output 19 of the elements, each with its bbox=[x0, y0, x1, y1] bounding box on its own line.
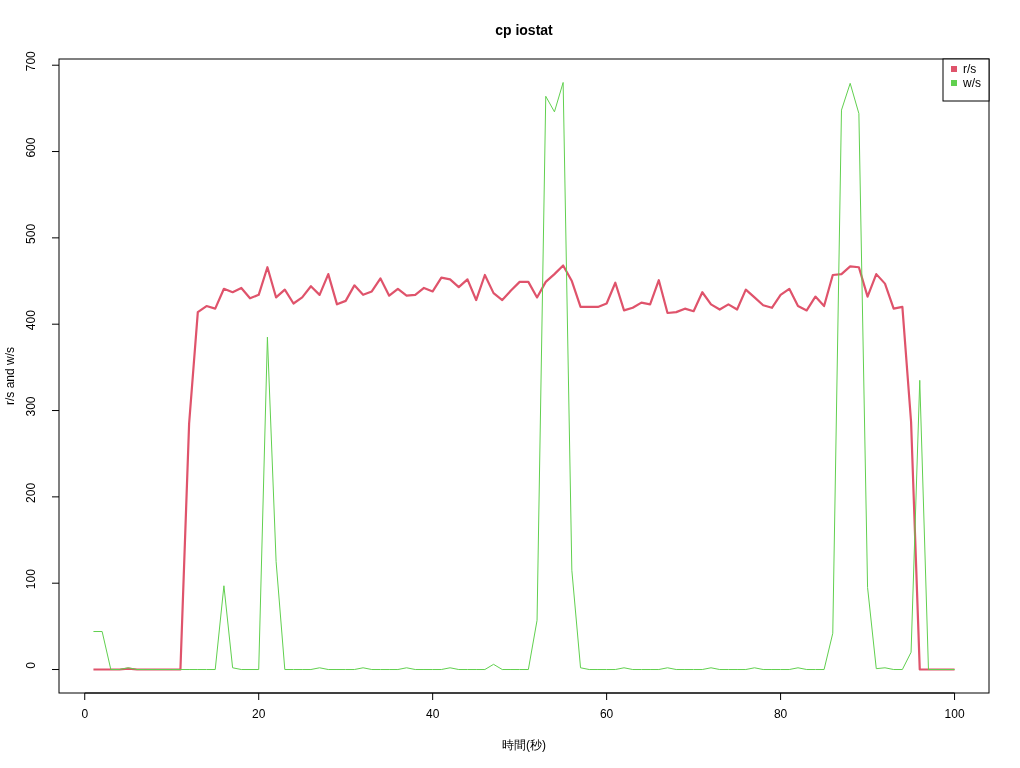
y-tick-label: 700 bbox=[24, 50, 38, 72]
legend-label: r/s bbox=[963, 62, 977, 76]
x-tick-label: 0 bbox=[81, 707, 89, 721]
y-tick-label: 300 bbox=[24, 396, 38, 417]
y-tick-label: 500 bbox=[24, 223, 38, 244]
x-tick-label: 100 bbox=[944, 707, 965, 721]
chart-title: cp iostat bbox=[495, 22, 554, 38]
legend-label: w/s bbox=[962, 76, 981, 90]
x-tick-label: 80 bbox=[773, 707, 788, 721]
y-tick-label: 100 bbox=[24, 568, 38, 590]
y-tick-label: 0 bbox=[24, 661, 38, 669]
y-tick-label: 400 bbox=[24, 309, 38, 331]
x-tick-label: 20 bbox=[252, 707, 266, 721]
x-tick-label: 60 bbox=[599, 707, 614, 721]
x-tick-label: 40 bbox=[425, 707, 440, 721]
x-axis-title: 時間(秒) bbox=[502, 738, 546, 752]
y-tick-label: 600 bbox=[24, 137, 38, 158]
y-tick-label: 200 bbox=[24, 482, 38, 503]
y-axis-title: r/s and w/s bbox=[3, 346, 17, 406]
